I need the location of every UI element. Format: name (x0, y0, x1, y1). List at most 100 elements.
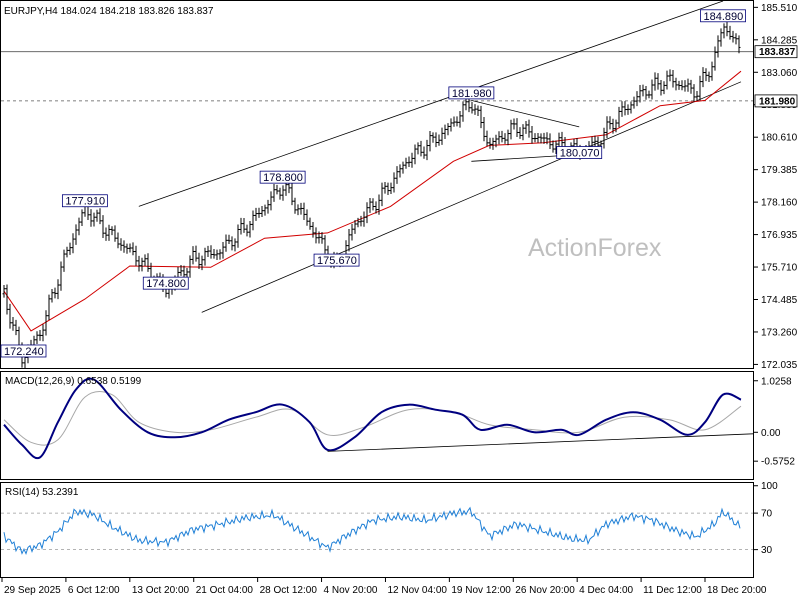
macd-tick-label: -0.5752 (761, 457, 795, 468)
annotation-box (556, 146, 603, 159)
price-bar (263, 204, 267, 216)
price-bar (305, 209, 309, 226)
price-tick-label: 184.285 (761, 35, 798, 46)
price-bar (137, 255, 141, 272)
price-bar (272, 183, 276, 202)
price-bar (515, 118, 519, 138)
price-bar (440, 127, 444, 145)
price-bar (548, 133, 552, 149)
annotation-box (0, 344, 47, 358)
rsi-tick-label: 100 (761, 481, 778, 492)
annotation: 175.670 (313, 253, 360, 267)
price-bar (605, 116, 609, 139)
rsi-tick-label: 70 (761, 509, 773, 520)
price-bar (710, 61, 714, 81)
annotation-box (142, 276, 189, 290)
price-bar (179, 265, 183, 276)
price-bar (248, 220, 252, 238)
price-bar (428, 130, 432, 152)
price-bar (656, 73, 660, 90)
rsi-tick-label: 30 (761, 545, 773, 556)
macd-panel-frame (0, 371, 754, 480)
price-bar (146, 253, 150, 272)
annotation: 180.070 (556, 146, 603, 160)
price-bar (281, 185, 285, 201)
price-bar (407, 156, 411, 168)
channel-line (201, 81, 742, 313)
price-bar (317, 231, 321, 244)
price-bar (650, 79, 654, 100)
time-tick-label: 4 Nov 20:00 (324, 585, 378, 596)
price-bar (737, 35, 741, 54)
price-bar (422, 146, 426, 159)
price-bar (380, 182, 384, 207)
price-bar (122, 240, 126, 253)
price-bar (602, 127, 606, 149)
price-bar (713, 46, 717, 71)
price-bar (107, 224, 111, 241)
price-bar (119, 238, 123, 251)
macd-trendline (327, 433, 754, 452)
price-marker-label: 183.837 (759, 47, 796, 58)
price-bar (296, 204, 300, 216)
price-bar (512, 118, 516, 130)
price-bar (728, 25, 732, 40)
price-bar (80, 209, 84, 227)
price-bar (92, 212, 96, 227)
price-bar (233, 238, 237, 252)
price-bar (302, 202, 306, 220)
price-bar (395, 166, 399, 184)
price-bar (653, 72, 657, 91)
price-bar (11, 316, 15, 331)
price-bar (125, 243, 129, 254)
price-bar (734, 33, 738, 45)
price-bar (689, 79, 693, 94)
price-bar (434, 132, 438, 148)
price-bar (392, 172, 396, 193)
price-marker-box (754, 94, 798, 108)
channel-line (138, 0, 724, 207)
price-bar (530, 126, 534, 144)
moving-average-line (3, 70, 742, 332)
price-bar (104, 227, 108, 241)
price-bar (218, 249, 222, 260)
price-tick-label: 180.610 (761, 133, 798, 144)
price-bar (98, 208, 102, 225)
price-bar (89, 209, 93, 227)
price-bar (674, 77, 678, 91)
price-bar (527, 119, 531, 138)
macd-header: MACD(12,26,9) 0.6538 0.5199 (5, 376, 142, 387)
price-bar (323, 235, 327, 254)
price-bar (500, 130, 504, 143)
price-bar (269, 191, 273, 211)
price-bar (365, 202, 369, 224)
price-bar (389, 182, 393, 195)
price-bar (236, 224, 240, 248)
price-bar (239, 217, 243, 235)
time-tick-label: 26 Nov 20:00 (515, 585, 575, 596)
price-bar (242, 218, 246, 233)
time-tick-label: 18 Dec 20:00 (707, 585, 767, 596)
price-bar (260, 206, 264, 217)
price-bar (134, 245, 138, 266)
price-bar (299, 202, 303, 215)
price-bar (635, 91, 639, 107)
price-bar (539, 133, 543, 144)
rsi-header: RSI(14) 53.2391 (5, 487, 79, 498)
price-bar (644, 86, 648, 100)
macd-tick-label: 0.00 (761, 428, 781, 439)
price-bar (482, 116, 486, 142)
macd-signal-line (3, 390, 742, 446)
price-tick-label: 172.035 (761, 360, 798, 371)
price-bar (533, 133, 537, 143)
annotation-label: 181.980 (452, 88, 492, 100)
annotation: 181.980 (448, 86, 495, 100)
price-bar (308, 217, 312, 230)
price-bar (212, 249, 216, 259)
price-bar (194, 245, 198, 262)
price-bar (110, 226, 114, 236)
rsi-panel-frame (0, 482, 754, 578)
price-bar (722, 23, 726, 39)
